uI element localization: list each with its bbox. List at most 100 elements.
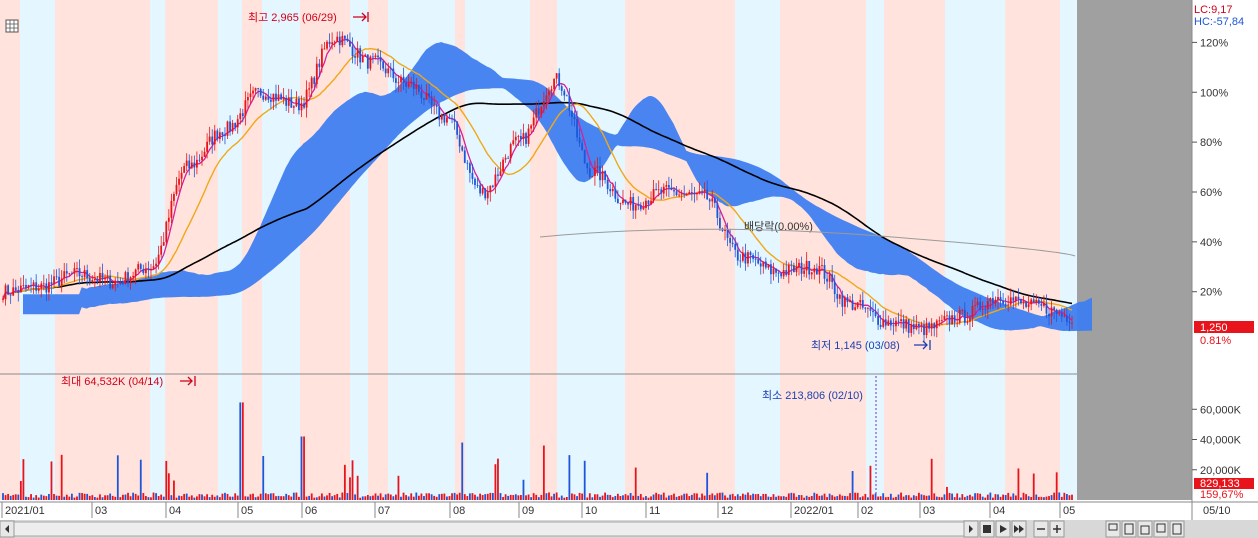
candle-body [318, 63, 321, 68]
candle-body [229, 121, 231, 132]
volume-bar [83, 493, 86, 500]
volume-bar [287, 495, 290, 500]
scrollbar-thumb[interactable] [13, 521, 965, 537]
candle-body [550, 89, 553, 92]
volume-bar [787, 493, 790, 500]
candle-body [2, 299, 4, 300]
volume-bar [351, 460, 354, 500]
volume-bar [185, 493, 188, 500]
candle-body [629, 197, 632, 205]
candle-body [915, 323, 918, 330]
volume-bar [109, 493, 112, 500]
candle-body [1035, 299, 1038, 303]
volume-bar [1071, 494, 1073, 500]
stop-icon[interactable] [979, 520, 995, 538]
candle-body [1050, 307, 1053, 317]
volume-bar [670, 495, 673, 500]
candle-body [882, 319, 885, 327]
period-bands [0, 0, 1077, 500]
candle-body [114, 280, 117, 286]
volume-bar [690, 494, 693, 500]
candle-body [951, 315, 953, 325]
play-icon[interactable] [995, 520, 1011, 538]
candle-body [940, 320, 943, 321]
volume-bar [866, 497, 869, 500]
volume-bar [160, 494, 163, 500]
candle-body [379, 57, 382, 62]
volume-bar [14, 494, 17, 500]
date-tick-label: 03 [923, 505, 935, 517]
candle-body [183, 166, 186, 173]
candle-body [12, 287, 15, 296]
candle-body [310, 77, 313, 89]
zoom-plus-icon[interactable] [1049, 520, 1065, 538]
volume-bar [647, 497, 650, 500]
volume-bar [662, 492, 665, 500]
volume-bar [1004, 495, 1007, 500]
candle-body [739, 260, 742, 262]
candle-body [150, 268, 152, 271]
volume-bar [252, 493, 254, 500]
candle-body [889, 320, 892, 326]
volume-bar [754, 494, 757, 500]
scroll-left-icon[interactable] [0, 520, 15, 538]
volume-bar [851, 471, 854, 500]
candle-body [86, 270, 89, 279]
volume-bar [907, 495, 910, 500]
volume-bar [675, 496, 678, 500]
volume-bar [213, 496, 216, 500]
volume-bar [573, 494, 576, 500]
volume-bar [412, 496, 415, 500]
price-tick-label: 60% [1200, 187, 1222, 199]
volume-bar [609, 494, 612, 500]
candle-body [213, 130, 216, 145]
candle-body [417, 84, 420, 92]
volume-bar [308, 495, 311, 500]
volume-bar [269, 493, 272, 500]
fast-forward-icon[interactable] [1011, 520, 1027, 538]
candle-body [815, 268, 818, 275]
candle-body [364, 54, 367, 57]
candle-body [53, 276, 55, 285]
layout-icon[interactable] [1105, 520, 1185, 538]
volume-bar [764, 493, 767, 500]
candle-body [741, 252, 744, 261]
volume-bar [326, 495, 328, 500]
candle-body [157, 254, 160, 264]
candle-body [601, 170, 604, 181]
zoom-minus-icon[interactable] [1033, 520, 1049, 538]
candle-body [1022, 301, 1025, 304]
candle-body [99, 272, 101, 282]
candle-body [35, 282, 38, 291]
volume-bar [1058, 492, 1061, 500]
candle-body [300, 103, 303, 111]
volume-bar [364, 496, 367, 500]
volume-bar [481, 495, 484, 500]
volume-bar [290, 496, 293, 500]
grid-icon[interactable] [5, 19, 19, 33]
volume-bar [836, 496, 839, 500]
volume-bar [372, 495, 374, 500]
candle-body [637, 204, 640, 206]
candle-body [609, 189, 612, 192]
candle-body [527, 128, 530, 144]
candle-body [471, 172, 474, 179]
candle-body [512, 140, 515, 145]
volume-bar [236, 495, 239, 500]
volume-bar [895, 496, 897, 500]
band [218, 0, 242, 500]
volume-bar [581, 493, 584, 500]
candle-body [63, 271, 66, 279]
scroll-right-icon[interactable] [963, 520, 979, 538]
volume-bar [555, 492, 558, 500]
price-high-annotation: 최고 2,965 (06/29) [248, 11, 337, 24]
candle-body [48, 282, 50, 293]
candle-body [81, 276, 83, 278]
candle-body [14, 287, 17, 290]
price-tick-label: 120% [1200, 37, 1228, 49]
candle-body [453, 119, 456, 122]
candle-body [440, 114, 443, 120]
candle-body [667, 185, 670, 188]
volume-bar [349, 477, 351, 500]
volume-bar [366, 494, 369, 500]
